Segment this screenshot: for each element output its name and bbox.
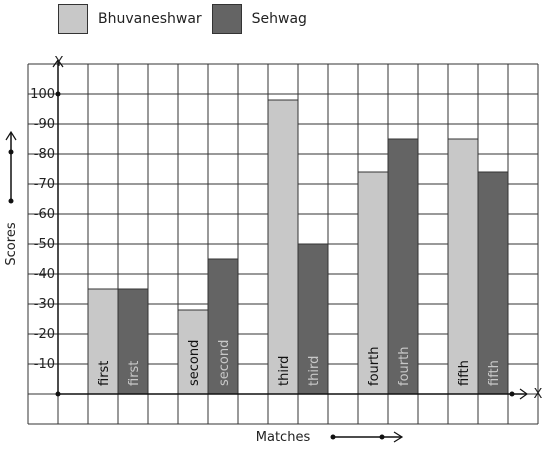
bar-label-bhuvaneshwar-fourth: fourth	[367, 347, 382, 386]
legend-label-sehwag: Sehwag	[251, 11, 307, 27]
y-tick-label: -60	[34, 207, 55, 222]
y-direction-dot	[8, 198, 14, 204]
y-tick-label: -50	[34, 237, 55, 252]
bar-label-bhuvaneshwar-third: third	[277, 356, 292, 386]
decorative-arrows	[5, 130, 404, 443]
bar-label-sehwag-first: first	[127, 361, 142, 386]
y-axis-letter: Y	[54, 55, 63, 70]
bar-bhuvaneshwar-fifth	[447, 138, 479, 395]
y-tick-label: 100	[30, 87, 55, 102]
y-tick-label: -40	[34, 267, 55, 282]
legend-swatch-sehwag	[211, 4, 242, 34]
bar-sehwag-fifth	[477, 171, 509, 395]
bar-label-bhuvaneshwar-first: first	[97, 361, 112, 386]
y-tick-label: -80	[34, 147, 55, 162]
bar-label-bhuvaneshwar-fifth: fifth	[457, 360, 472, 386]
y-direction-arrowhead	[5, 130, 17, 141]
bar-bhuvaneshwar-second	[177, 309, 209, 395]
y-tick-label: -70	[34, 177, 55, 192]
y-direction-dot	[8, 149, 14, 155]
bar-label-sehwag-fifth: fifth	[487, 360, 502, 386]
x-axis-point	[509, 391, 515, 397]
x-direction-arrowhead	[393, 431, 404, 443]
x-direction-dot	[330, 434, 336, 440]
y-axis-arrowhead	[52, 58, 64, 68]
x-direction-dot	[379, 434, 385, 440]
bars: first first second second third third fourth fo…	[87, 99, 509, 395]
x-axis-arrowhead	[519, 388, 529, 400]
bar-bhuvaneshwar-first	[87, 288, 119, 395]
bar-label-sehwag-third: third	[307, 356, 322, 386]
bar-label-sehwag-second: second	[217, 340, 232, 386]
bar-sehwag-fourth	[387, 138, 419, 395]
x-axis-label: Matches	[256, 430, 311, 445]
y-tick-label: -30	[34, 297, 55, 312]
x-axis-letter: X	[534, 387, 543, 402]
y-tick-label: -10	[34, 357, 55, 372]
bar-label-sehwag-fourth: fourth	[397, 347, 412, 386]
bar-label-bhuvaneshwar-second: second	[187, 340, 202, 386]
legend-label-bhuvaneshwar: Bhuvaneshwar	[98, 11, 202, 27]
y-axis-label: Scores	[4, 222, 19, 265]
bar-sehwag-third	[297, 243, 329, 395]
legend-item-sehwag: Sehwag	[211, 4, 307, 34]
legend: Bhuvaneshwar Sehwag	[58, 4, 317, 34]
legend-swatch-bhuvaneshwar	[58, 4, 88, 34]
origin-point	[55, 391, 61, 397]
y-tick-label: -90	[34, 117, 55, 132]
legend-item-bhuvaneshwar: Bhuvaneshwar	[58, 4, 202, 34]
bar-sehwag-first	[117, 288, 149, 395]
y-ticks: -10 -20 -30 -40 -50 -60 -70 -80 -90 100	[30, 87, 55, 372]
y-tick-label: -20	[34, 327, 55, 342]
y-axis-point	[55, 91, 61, 97]
axes	[52, 58, 529, 400]
bar-bhuvaneshwar-third	[267, 99, 299, 395]
